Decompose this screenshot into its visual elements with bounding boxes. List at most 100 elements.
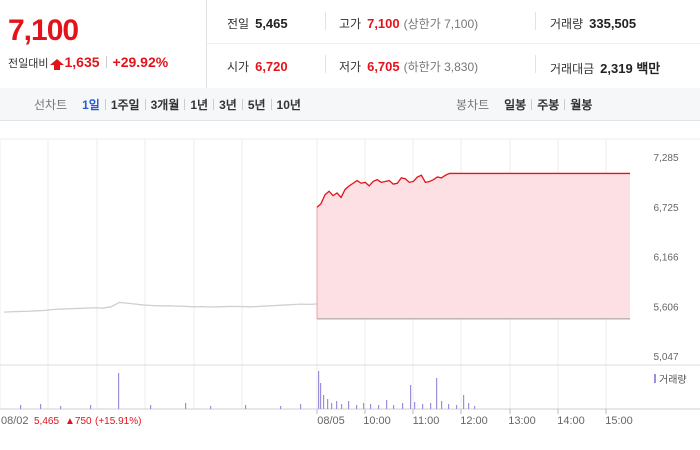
tab-divider xyxy=(270,98,272,110)
tab-divider xyxy=(564,98,566,110)
stat-volume: 거래량 335,505 xyxy=(550,15,636,32)
volume-bar xyxy=(150,405,152,409)
x-tick-label: 15:00 xyxy=(605,415,633,427)
volume-bar xyxy=(456,405,458,409)
volume-bar xyxy=(60,406,62,409)
current-price: 7,100 xyxy=(8,14,79,47)
stat-value: 2,319 백만 xyxy=(600,61,661,76)
up-arrow-icon xyxy=(50,59,65,70)
volume-bar xyxy=(386,400,388,409)
volume-bar xyxy=(20,405,22,409)
volume-bar xyxy=(414,402,416,409)
volume-bar xyxy=(402,403,404,409)
volume-bar xyxy=(370,404,372,409)
y-tick-label: 5,047 xyxy=(653,352,678,363)
stat-label: 거래대금 xyxy=(550,62,595,76)
line-chart-tabs: 선차트 1일 1주일 3개월 1년 3년 5년 10년 xyxy=(34,88,306,120)
x-tick-label: 08/02 xyxy=(1,415,29,427)
tab-divider xyxy=(213,98,215,110)
change-label: 전일대비 xyxy=(8,58,49,70)
period-tab-6[interactable]: 10년 xyxy=(276,97,301,112)
volume-bar xyxy=(300,404,302,409)
stat-prev-close: 전일 5,465 xyxy=(227,15,288,32)
stat-note: (하한가 3,830) xyxy=(403,60,479,74)
price-summary: 7,100 전일대비 1,635 +29.92% xyxy=(0,0,207,88)
volume-bar xyxy=(318,371,320,409)
x-tick-label: 10:00 xyxy=(363,415,391,427)
x-tick-label: 13:00 xyxy=(508,415,536,427)
volume-bar xyxy=(463,395,465,409)
stat-label: 저가 xyxy=(339,60,362,74)
prev-day-pct: (+15.91%) xyxy=(95,416,141,427)
volume-bar xyxy=(448,404,450,409)
stat-label: 고가 xyxy=(339,17,362,31)
x-tick-label: 08/05 xyxy=(317,415,345,427)
tab-divider xyxy=(104,98,106,110)
volume-bar xyxy=(422,404,424,409)
volume-bar xyxy=(331,403,333,409)
prev-day-change: ▲750 xyxy=(65,416,92,427)
period-tab-4[interactable]: 3년 xyxy=(219,97,237,112)
tab-divider xyxy=(241,98,243,110)
stat-value: 335,505 xyxy=(589,16,637,31)
stat-trade-value: 거래대금 2,319 백만 xyxy=(550,58,660,77)
stat-value: 6,705 xyxy=(367,59,400,74)
tab-divider xyxy=(184,98,186,110)
stat-open: 시가 6,720 xyxy=(227,58,288,75)
candle-tab-2[interactable]: 월봉 xyxy=(570,97,593,112)
price-change: 전일대비 1,635 +29.92% xyxy=(8,54,168,71)
volume-bar xyxy=(468,403,470,409)
stat-value: 5,465 xyxy=(255,16,288,31)
line-chart-heading: 선차트 xyxy=(34,97,68,112)
candle-tab-1[interactable]: 주봉 xyxy=(537,97,560,112)
prev-day-line xyxy=(3,301,318,313)
price-area xyxy=(317,173,631,319)
y-tick-label: 7,285 xyxy=(653,153,678,164)
price-chart[interactable]: 7,285 6,725 6,166 5,606 5,047 거래량 08/02 08/05 10… xyxy=(0,121,700,450)
x-tick-label: 11:00 xyxy=(413,415,440,427)
volume-bar xyxy=(356,405,358,409)
stats-panel: 전일 5,465 고가 7,100 (상한가 7,100) 거래량 335,505 시가… xyxy=(207,0,700,88)
volume-bar xyxy=(348,401,350,409)
stat-value: 6,720 xyxy=(255,59,288,74)
volume-bar xyxy=(410,385,412,409)
divider xyxy=(535,12,536,30)
tab-divider xyxy=(144,98,146,110)
volume-bar xyxy=(336,401,338,409)
volume-bar xyxy=(441,401,443,409)
volume-bar xyxy=(90,405,92,409)
volume-bar xyxy=(40,404,42,409)
x-tick-label: 12:00 xyxy=(460,415,488,427)
volume-bar xyxy=(378,405,380,409)
volume-bar xyxy=(210,406,212,409)
y-tick-label: 5,606 xyxy=(653,302,678,313)
volume-bar xyxy=(341,404,343,409)
volume-legend-swatch xyxy=(654,374,656,383)
period-tab-5[interactable]: 5년 xyxy=(247,97,266,112)
stat-label: 시가 xyxy=(227,60,250,74)
divider xyxy=(207,43,700,44)
period-tab-2[interactable]: 3개월 xyxy=(150,97,180,112)
prev-day-close: 5,465 xyxy=(34,416,59,427)
volume-bar xyxy=(327,399,329,409)
stat-note: (상한가 7,100) xyxy=(403,17,479,31)
period-tab-3[interactable]: 1년 xyxy=(190,97,209,112)
stat-high: 고가 7,100 (상한가 7,100) xyxy=(339,15,478,32)
stat-value: 7,100 xyxy=(367,16,400,31)
chart-period-tabs: 선차트 1일 1주일 3개월 1년 3년 5년 10년 봉차트 일봉 주봉 월봉 xyxy=(0,88,700,121)
candle-tab-0[interactable]: 일봉 xyxy=(504,97,527,112)
period-tab-0[interactable]: 1일 xyxy=(82,97,100,112)
period-tab-1[interactable]: 1주일 xyxy=(110,97,140,112)
volume-bar xyxy=(118,373,120,409)
volume-bar xyxy=(185,403,187,409)
x-tick-label: 14:00 xyxy=(557,415,585,427)
stat-label: 거래량 xyxy=(550,17,584,31)
volume-bar xyxy=(245,405,247,409)
divider xyxy=(325,55,326,73)
volume-bar xyxy=(474,406,476,409)
change-percent: +29.92% xyxy=(112,54,169,70)
candle-chart-heading: 봉차트 xyxy=(456,97,490,112)
today-price-line xyxy=(316,172,631,208)
stat-label: 전일 xyxy=(227,17,250,31)
volume-bar xyxy=(393,405,395,409)
